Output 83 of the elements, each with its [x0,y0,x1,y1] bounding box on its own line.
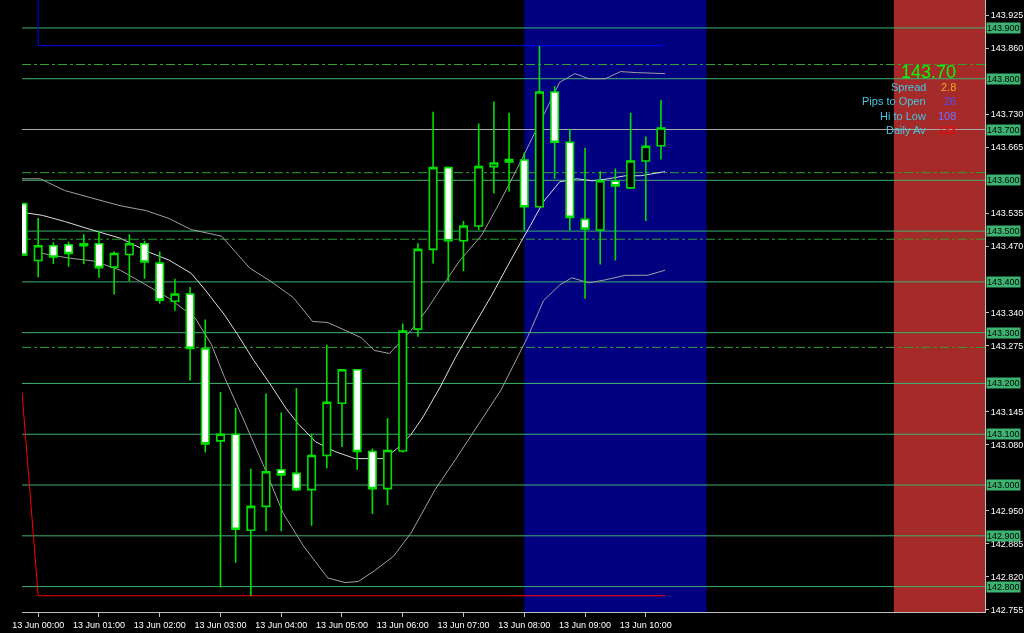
x-tick-label: 13 Jun 04:00 [255,619,308,630]
candlestick [656,99,666,161]
ref-line-label: 143.000 [987,480,1020,490]
ref-line-label: 143.800 [987,74,1020,84]
candlestick [550,85,560,180]
y-tick-label: 142.755 [990,604,1024,615]
ref-line-label: 143.200 [987,378,1020,388]
candlestick [261,392,271,533]
candlestick [580,146,590,300]
x-tick-label: 13 Jun 06:00 [376,619,429,630]
y-tick-label: 143.080 [990,439,1024,450]
candlestick [94,230,104,279]
candlestick [64,240,74,268]
y-tick-label: 142.950 [990,505,1024,516]
candlestick [337,368,347,448]
candlestick [124,233,134,283]
candlestick [352,368,362,471]
x-tick-label: 13 Jun 00:00 [12,619,65,630]
annotation: 26 [944,95,957,107]
candlestick [170,278,180,312]
candlestick [489,100,499,195]
x-tick-label: 13 Jun 07:00 [437,619,490,630]
ref-line-label: 143.700 [987,125,1020,135]
ref-line-label: 142.900 [987,531,1020,541]
candlestick [200,318,210,454]
candlestick [322,344,332,470]
y-tick-label: 143.665 [990,142,1024,153]
annotation: 108 [938,110,957,122]
x-tick-label: 13 Jun 05:00 [315,619,369,630]
candlestick [413,242,423,338]
ref-line-label: 143.100 [987,429,1020,439]
candlestick [428,110,438,265]
candlestick [383,417,393,507]
candlestick [215,391,225,589]
annotation: 143.70 [901,62,957,82]
x-tick-label: 13 Jun 02:00 [133,619,186,630]
candlestick [504,111,514,193]
candlestick [276,411,286,533]
candlestick [33,217,43,279]
y-tick-label: 143.145 [990,406,1024,417]
x-tick-label: 13 Jun 10:00 [619,619,672,630]
x-tick-label: 13 Jun 09:00 [559,619,612,630]
x-tick-label: 13 Jun 01:00 [72,619,125,630]
candlestick [291,387,301,492]
candlestick [185,286,195,382]
candlestick [398,322,408,454]
candlestick [79,233,89,265]
candlestick [48,241,58,265]
y-tick-label: 143.925 [990,10,1024,21]
ref-line-label: 143.500 [987,226,1020,236]
y-tick-label: 142.820 [990,571,1024,582]
x-tick-label: 13 Jun 08:00 [498,619,551,630]
candlestick [565,128,575,232]
candlestick [610,167,620,262]
candlestick [246,467,256,597]
candlestick [140,239,150,280]
candlestick [307,432,317,527]
candlestick [641,135,651,222]
ref-line-label: 142.800 [987,582,1020,592]
candlestick [231,407,241,564]
ref-line-label: 143.900 [987,23,1020,33]
ref-line-label: 143.600 [987,175,1020,185]
y-tick-label: 143.860 [990,43,1024,54]
candlestick [534,44,544,208]
candlestick [474,122,484,231]
y-tick-label: 143.535 [990,208,1024,219]
candlestick [519,151,529,232]
candlestick [626,111,636,190]
ref-line-label: 143.400 [987,277,1020,287]
candlestick [109,250,119,296]
candlestick [595,170,605,266]
y-tick-label: 143.340 [990,307,1024,318]
y-tick-label: 142.885 [990,538,1024,549]
y-tick-label: 143.470 [990,241,1024,252]
candlestick [443,165,453,283]
ref-line-label: 143.300 [987,328,1020,338]
x-tick-label: 13 Jun 03:00 [194,619,247,630]
candlestick [367,447,377,515]
annotation: 2.8 [941,81,957,93]
candlestick [458,220,469,273]
y-tick-label: 143.730 [990,109,1024,120]
y-tick-label: 143.275 [990,340,1024,351]
candlestick [155,250,165,305]
